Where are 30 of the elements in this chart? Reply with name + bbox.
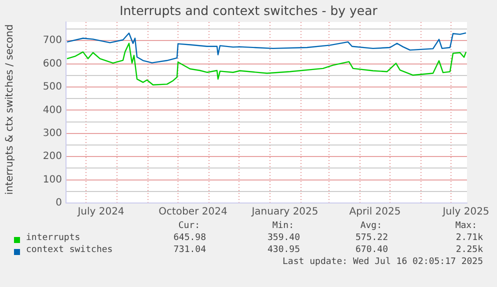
- x-tick-label: July 2024: [76, 206, 124, 218]
- y-tick-label: 700: [42, 35, 62, 46]
- text: 2.25k: [456, 245, 483, 255]
- text: 731.04: [173, 245, 206, 255]
- y-tick-label: 600: [42, 58, 62, 70]
- text: 2.71k: [456, 233, 483, 243]
- text: 430.95: [267, 245, 300, 255]
- y-tick-label: 0: [56, 198, 62, 209]
- text: 670.40: [355, 245, 388, 255]
- legend-label: interrupts: [26, 233, 80, 243]
- y-tick-label: 300: [42, 128, 62, 139]
- x-tick-label: October 2024: [158, 206, 228, 218]
- y-tick-label: 100: [42, 174, 62, 186]
- text: 359.40: [267, 233, 300, 243]
- x-tick-label: April 2025: [349, 206, 401, 218]
- text: 645.98: [173, 233, 206, 243]
- text: Min:: [272, 221, 294, 231]
- y-axis-title: interrupts & ctx switches / second: [4, 23, 16, 197]
- text: Max:: [455, 221, 477, 231]
- y-tick-label: 400: [42, 104, 62, 116]
- x-tick-label: January 2025: [250, 206, 318, 218]
- text: Cur:: [178, 221, 200, 231]
- text: Avg:: [360, 221, 382, 231]
- text: 575.22: [355, 233, 388, 243]
- y-tick-label: 200: [42, 151, 62, 162]
- y-tick-label: 500: [42, 82, 62, 93]
- chart-title: Interrupts and context switches - by year: [118, 3, 378, 18]
- x-tick-label: July 2025: [442, 206, 490, 218]
- text: Last update: Wed Jul 16 02:05:17 2025: [282, 257, 483, 267]
- legend-label: context switches: [26, 245, 113, 255]
